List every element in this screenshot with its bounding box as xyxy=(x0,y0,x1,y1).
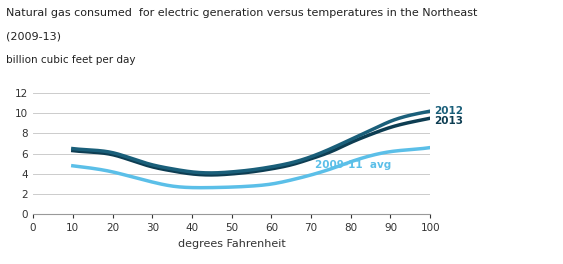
Text: 2012: 2012 xyxy=(434,106,463,116)
Text: (2009-13): (2009-13) xyxy=(6,32,61,42)
Text: Natural gas consumed  for electric generation versus temperatures in the Northea: Natural gas consumed for electric genera… xyxy=(6,8,477,18)
Text: 2013: 2013 xyxy=(434,116,463,126)
X-axis label: degrees Fahrenheit: degrees Fahrenheit xyxy=(178,239,285,249)
Text: 2009-11  avg: 2009-11 avg xyxy=(315,160,391,170)
Text: billion cubic feet per day: billion cubic feet per day xyxy=(6,55,135,65)
